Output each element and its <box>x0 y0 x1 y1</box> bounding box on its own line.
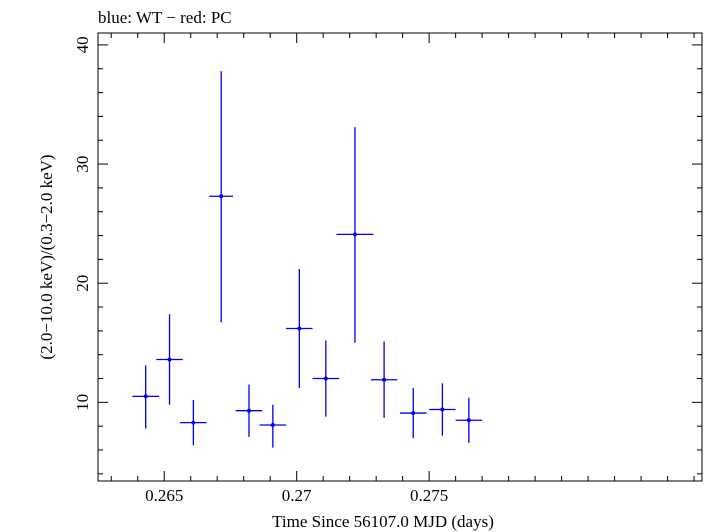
data-point <box>156 314 183 405</box>
data-points <box>132 71 483 448</box>
x-tick-label: 0.265 <box>145 486 183 505</box>
plot-frame <box>97 32 703 482</box>
data-point <box>429 383 456 436</box>
point-marker <box>352 232 357 237</box>
point-marker <box>247 408 251 413</box>
point-marker <box>167 357 172 362</box>
data-point <box>455 397 483 443</box>
data-point <box>132 365 159 429</box>
y-tick-label: 10 <box>73 394 92 411</box>
x-tick-label: 0.27 <box>282 486 312 505</box>
data-point <box>209 71 234 323</box>
y-tick-label: 40 <box>73 36 92 53</box>
x-tick-label: 0.275 <box>410 486 448 505</box>
axis-ticks <box>98 33 702 481</box>
data-point <box>235 384 263 437</box>
x-axis-label: Time Since 56107.0 MJD (days) <box>272 512 494 531</box>
y-axis-label: (2.0−10.0 keV)/(0.3−2.0 keV) <box>37 154 56 359</box>
tick-labels: 0.265 0.27 0.275 10 20 30 40 <box>73 36 448 505</box>
point-marker <box>466 418 471 423</box>
data-point <box>180 399 207 446</box>
point-marker <box>323 376 328 381</box>
data-point <box>286 268 313 389</box>
point-marker <box>440 407 445 412</box>
point-marker <box>411 411 416 416</box>
point-marker <box>219 194 224 199</box>
data-point <box>259 404 287 448</box>
data-point <box>400 388 427 439</box>
point-marker <box>270 423 275 427</box>
point-marker <box>382 377 387 382</box>
data-point <box>312 340 340 417</box>
point-marker <box>297 326 302 331</box>
point-marker <box>191 420 196 425</box>
chart-title: blue: WT − red: PC <box>98 8 232 27</box>
data-point <box>370 341 398 418</box>
y-tick-label: 30 <box>73 156 92 173</box>
y-tick-label: 20 <box>73 275 92 292</box>
data-point <box>336 127 374 343</box>
point-marker <box>143 394 148 399</box>
